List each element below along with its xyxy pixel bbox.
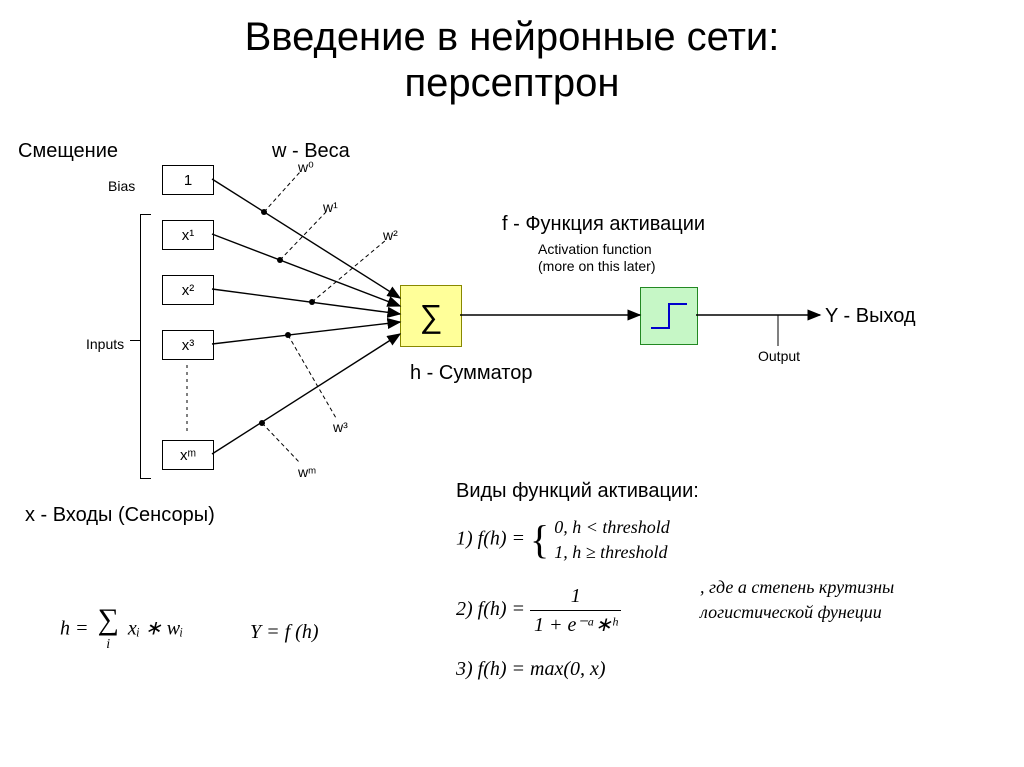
f2-den: 1 + e⁻ᵃ∗ʰ [530, 611, 621, 639]
f2-note-1: , где a степень крутизны [700, 575, 894, 600]
f2-note-2: логистической фунеции [700, 600, 882, 625]
h-sum-body: xᵢ ∗ wᵢ [128, 617, 183, 639]
formula-f1: 1) f(h) = { 0, h < threshold 1, h ≥ thre… [456, 512, 670, 568]
activation-list-title: Виды функций активации: [456, 480, 699, 503]
h-sum-sub: i [98, 635, 119, 655]
f1-case-b: 1, h ≥ threshold [554, 540, 669, 565]
formula-h: h = ∑ i xᵢ ∗ wᵢ [60, 605, 183, 655]
f2-num: 1 [530, 582, 621, 611]
f1-case-a: 0, h < threshold [554, 515, 669, 540]
formula-f3: 3) f(h) = max(0, x) [456, 655, 606, 683]
formula-Y: Y = f (h) [250, 618, 319, 646]
formula-f2: 2) f(h) = 1 1 + e⁻ᵃ∗ʰ [456, 582, 621, 639]
f2-lhs: 2) f(h) = [456, 598, 530, 620]
h-sum-symbol: ∑ [98, 605, 119, 635]
h-eq-lhs: h = [60, 617, 89, 639]
f1-lhs: 1) f(h) = [456, 528, 530, 550]
